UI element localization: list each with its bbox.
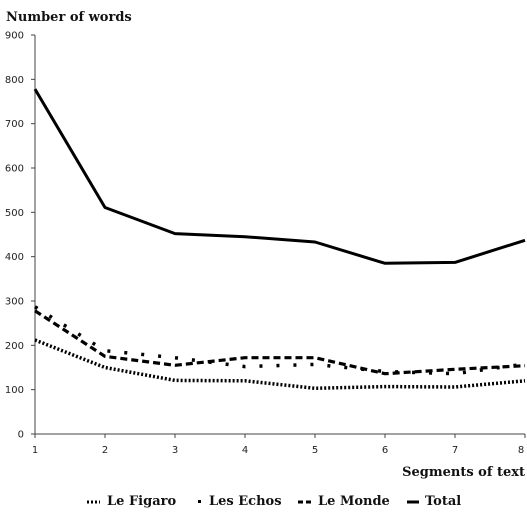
x-tick-label: 3 [172,445,178,456]
legend-label-total: Total [425,494,462,509]
y-tick-label: 500 [5,208,24,219]
legend-label-le-monde: Le Monde [318,494,390,509]
y-tick-label: 900 [5,31,24,42]
series-line-le-monde [34,309,526,376]
legend-label-les-echos: Les Echos [209,494,282,509]
y-tick-label: 200 [5,341,24,352]
tick-labels: 0 100 200 300 400 500 600 700 800 900 1 2 3 4 5 6 7 8 [5,31,524,457]
x-tick-label: 7 [452,445,458,456]
y-tick-label: 300 [5,297,24,308]
x-axis-label: Segments of text [402,465,525,480]
x-tick-label: 1 [32,445,38,456]
legend-key-total [407,500,419,503]
y-axis-label: Number of words [6,10,132,25]
legend-key-les-echos [198,499,201,503]
axes [31,34,526,438]
legend-key-le-monde [298,500,312,503]
x-tick-label: 6 [382,445,388,456]
legend-item-les-echos: Les Echos [196,494,282,509]
series-line-les-echos [34,305,526,376]
y-tick-label: 800 [5,75,24,86]
legend-label-le-figaro: Le Figaro [107,494,177,509]
y-tick-label: 600 [5,164,24,175]
y-tick-label: 700 [5,119,24,130]
legend: Le Figaro Les Echos Le Monde Total [0,494,527,514]
y-tick-label: 0 [18,430,24,441]
series-group [33,88,526,391]
legend-item-total: Total [406,494,461,509]
series-line-total [33,88,526,265]
x-tick-label: 8 [518,445,524,456]
legend-key-le-figaro [87,500,100,503]
y-tick-label: 100 [5,385,24,396]
legend-item-le-figaro: Le Figaro [86,494,176,509]
x-tick-label: 4 [242,445,248,456]
legend-item-le-monde: Le Monde [297,494,390,509]
y-tick-label: 400 [5,252,24,263]
series-line-le-figaro [34,338,526,391]
x-tick-label: 5 [312,445,318,456]
x-tick-label: 2 [102,445,108,456]
